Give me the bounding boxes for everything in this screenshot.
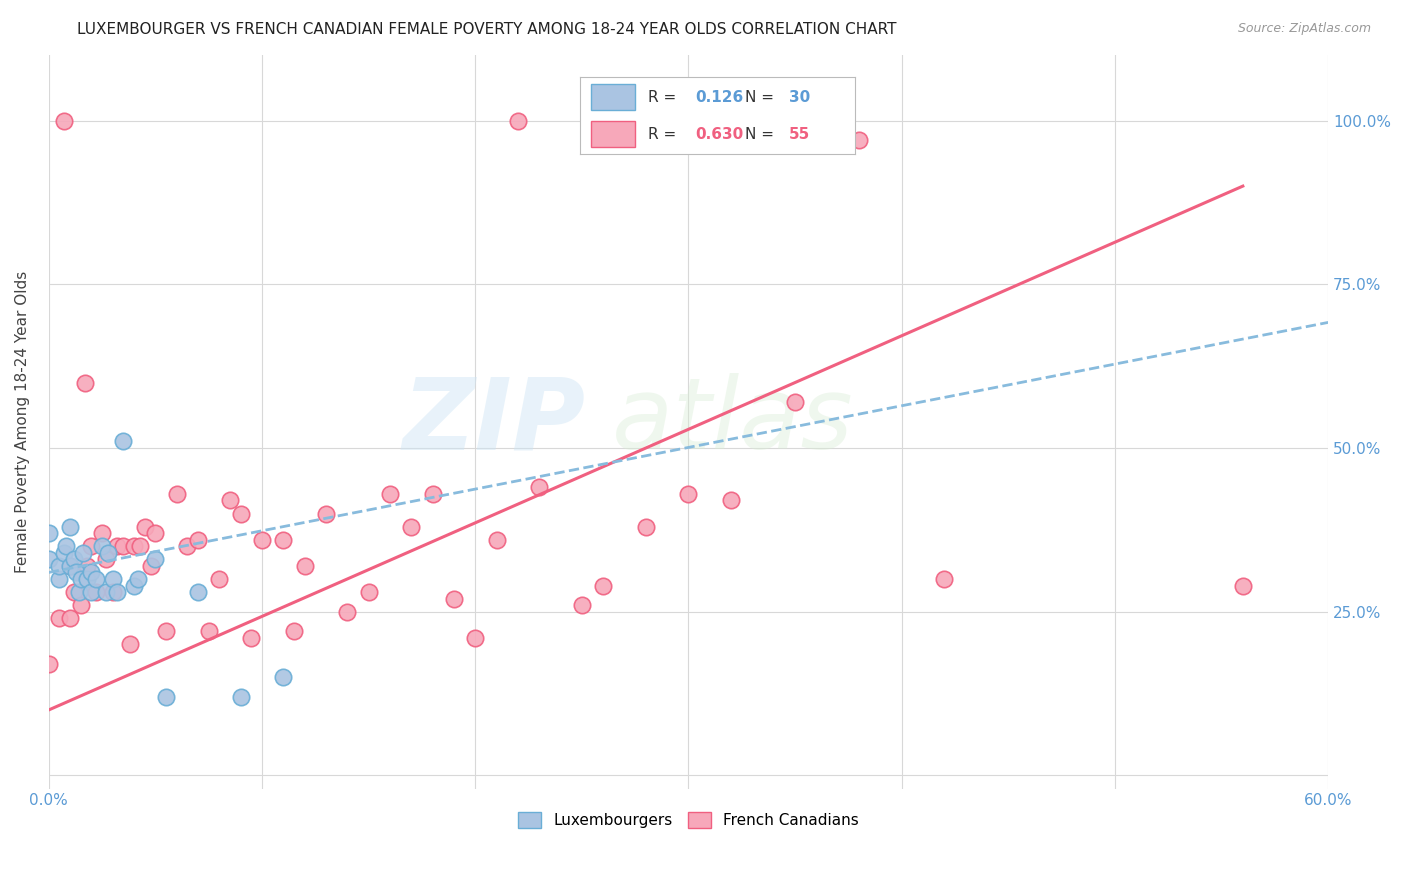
Point — [48, 572, 70, 586]
Point — [294, 558, 316, 573]
Point — [336, 605, 359, 619]
Point — [229, 690, 252, 704]
Point — [91, 526, 114, 541]
Point — [48, 558, 70, 573]
Point — [934, 572, 956, 586]
Point — [97, 546, 120, 560]
Point — [240, 631, 263, 645]
Point — [197, 624, 219, 639]
Point — [84, 572, 107, 586]
Point — [129, 539, 152, 553]
Point — [101, 572, 124, 586]
Point — [52, 113, 75, 128]
Point — [52, 546, 75, 560]
Point — [527, 480, 550, 494]
Point — [73, 376, 96, 390]
Text: ZIP: ZIP — [404, 374, 586, 470]
Point — [783, 395, 806, 409]
Point — [219, 493, 242, 508]
Point — [59, 558, 82, 573]
Text: LUXEMBOURGER VS FRENCH CANADIAN FEMALE POVERTY AMONG 18-24 YEAR OLDS CORRELATION: LUXEMBOURGER VS FRENCH CANADIAN FEMALE P… — [77, 22, 897, 37]
Point — [91, 539, 114, 553]
Point — [464, 631, 486, 645]
Point — [67, 585, 90, 599]
Point — [105, 585, 128, 599]
Point — [678, 487, 700, 501]
Point — [592, 578, 614, 592]
Point — [38, 657, 60, 672]
Point — [506, 113, 529, 128]
Point — [422, 487, 444, 501]
Text: atlas: atlas — [612, 374, 853, 470]
Point — [96, 585, 118, 599]
Point — [127, 572, 149, 586]
Point — [38, 552, 60, 566]
Point — [80, 539, 103, 553]
Point — [122, 578, 145, 592]
Point — [63, 585, 86, 599]
Point — [155, 624, 177, 639]
Legend: Luxembourgers, French Canadians: Luxembourgers, French Canadians — [510, 805, 866, 836]
Point — [80, 585, 103, 599]
Point — [65, 566, 87, 580]
Point — [112, 434, 135, 449]
Point — [848, 133, 870, 147]
Point — [378, 487, 401, 501]
Point — [315, 507, 337, 521]
Point — [59, 558, 82, 573]
Point — [96, 552, 118, 566]
Point — [283, 624, 305, 639]
Point — [105, 539, 128, 553]
Point — [271, 533, 294, 547]
Point — [122, 539, 145, 553]
Point — [229, 507, 252, 521]
Point — [76, 572, 98, 586]
Point — [145, 526, 167, 541]
Point — [1232, 578, 1254, 592]
Point — [63, 552, 86, 566]
Point — [357, 585, 380, 599]
Point — [145, 552, 167, 566]
Point — [80, 566, 103, 580]
Point — [271, 670, 294, 684]
Point — [208, 572, 231, 586]
Point — [634, 519, 657, 533]
Point — [166, 487, 188, 501]
Point — [176, 539, 198, 553]
Point — [187, 585, 209, 599]
Point — [112, 539, 135, 553]
Point — [72, 546, 94, 560]
Point — [48, 611, 70, 625]
Point — [38, 526, 60, 541]
Point — [250, 533, 273, 547]
Point — [485, 533, 508, 547]
Point — [134, 519, 156, 533]
Point — [399, 519, 422, 533]
Point — [59, 611, 82, 625]
Point — [155, 690, 177, 704]
Y-axis label: Female Poverty Among 18-24 Year Olds: Female Poverty Among 18-24 Year Olds — [15, 270, 30, 573]
Point — [571, 598, 593, 612]
Point — [139, 558, 162, 573]
Point — [443, 591, 465, 606]
Point — [720, 493, 742, 508]
Point — [84, 585, 107, 599]
Point — [101, 585, 124, 599]
Point — [55, 539, 77, 553]
Point — [76, 558, 98, 573]
Point — [187, 533, 209, 547]
Point — [69, 572, 91, 586]
Point — [69, 598, 91, 612]
Text: Source: ZipAtlas.com: Source: ZipAtlas.com — [1237, 22, 1371, 36]
Point — [59, 519, 82, 533]
Point — [118, 637, 141, 651]
